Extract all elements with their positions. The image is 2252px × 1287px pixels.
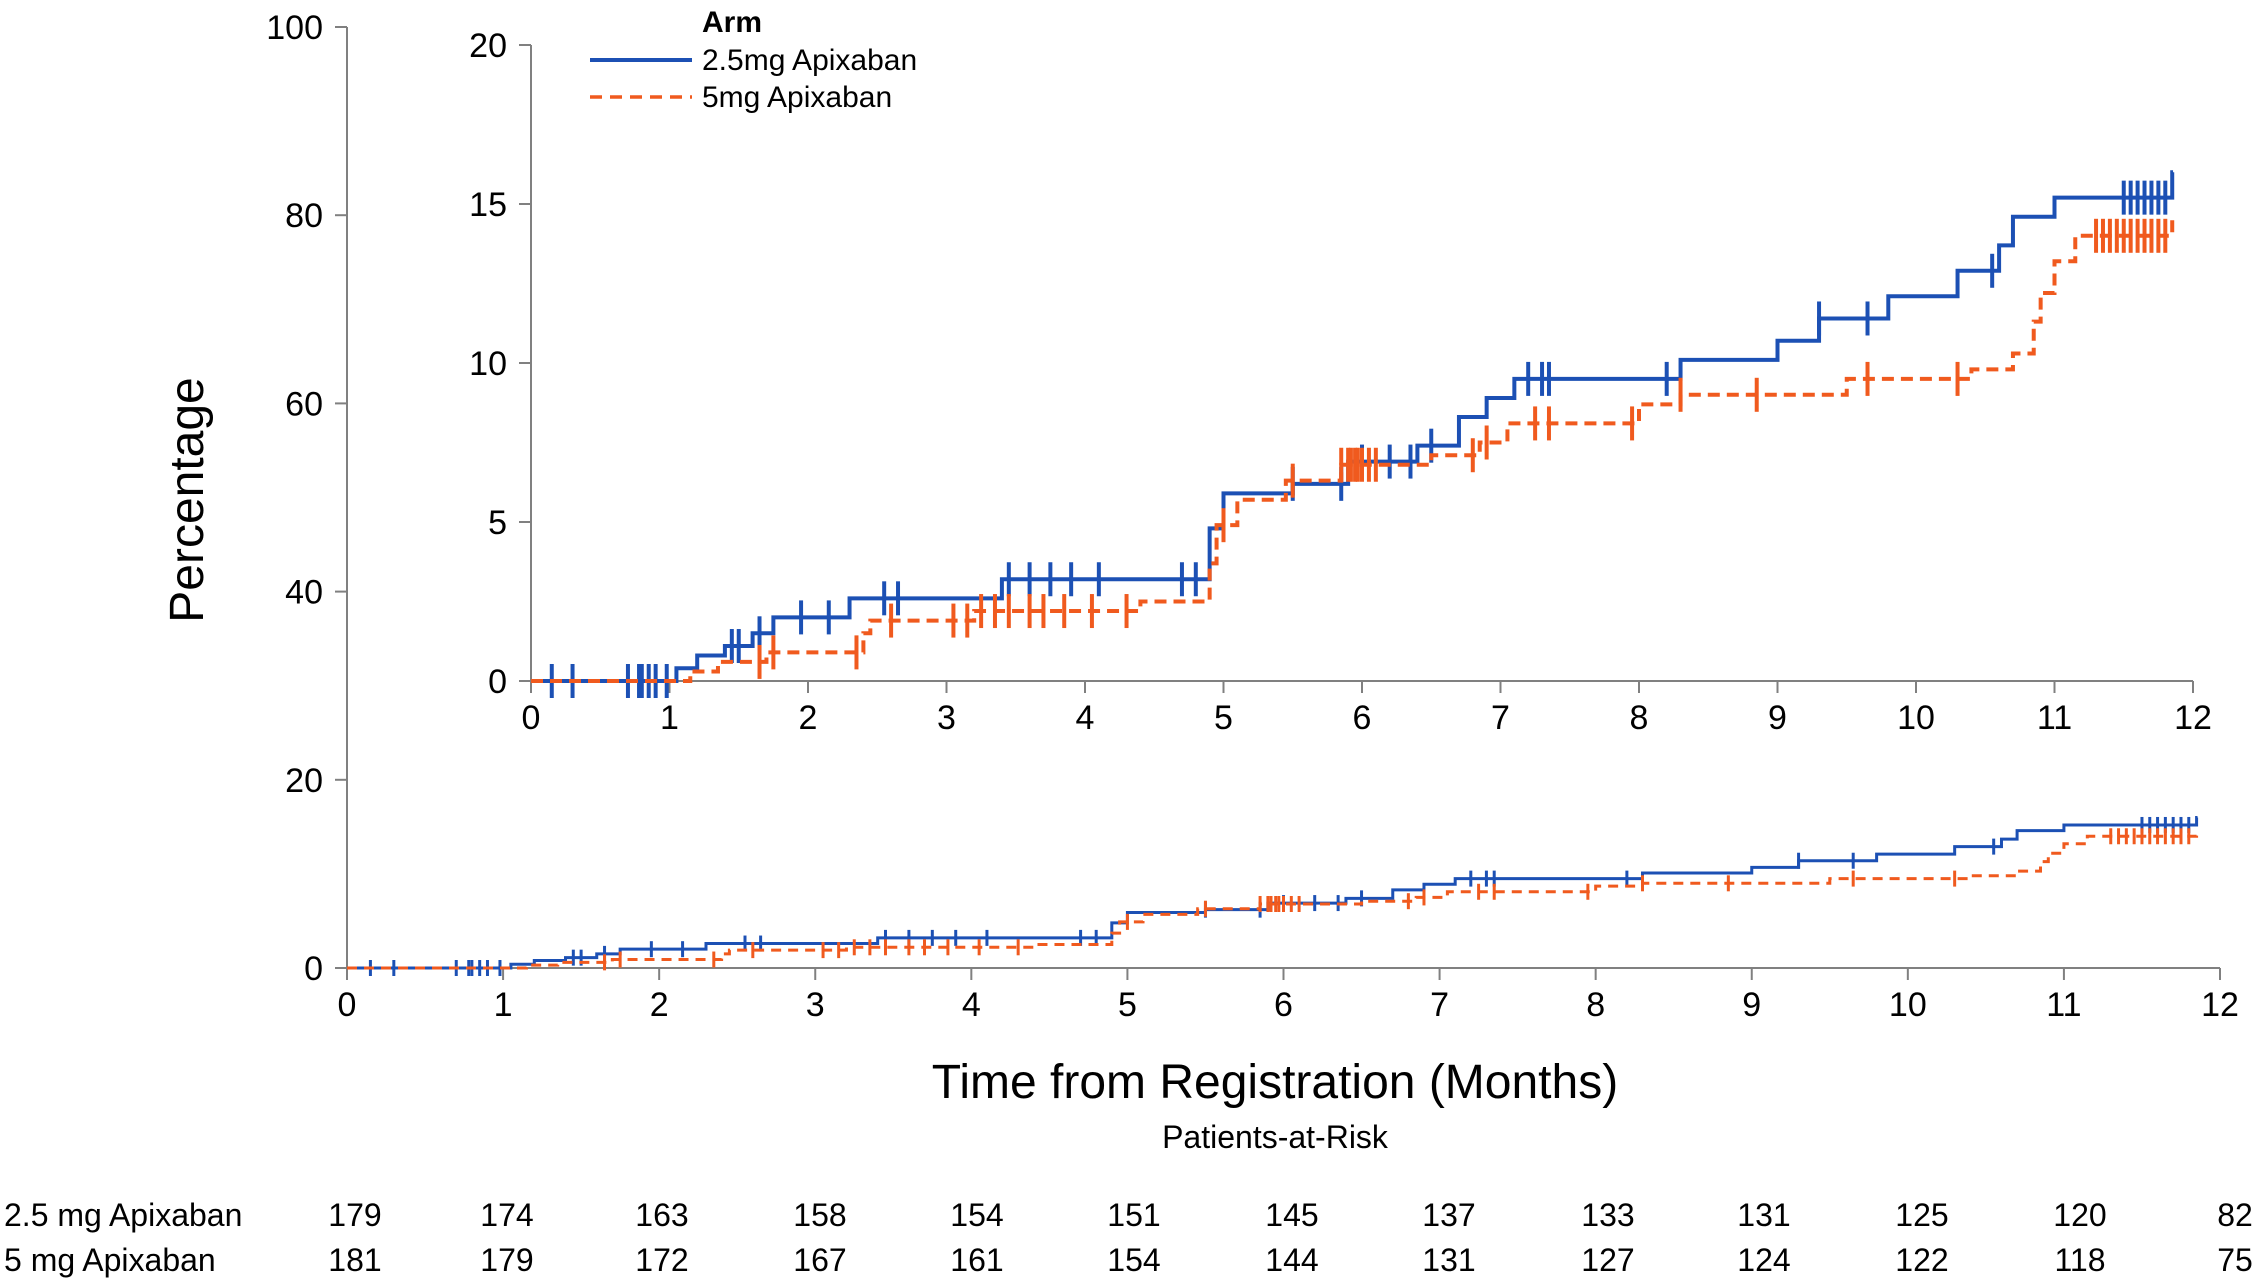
inset-x-tick-label: 12 (2174, 699, 2212, 737)
main-x-tick-label: 4 (962, 986, 981, 1024)
risk-value: 131 (1422, 1242, 1475, 1278)
legend: Arm 2.5mg Apixaban 5mg Apixaban (590, 6, 917, 114)
inset-x-tick-label: 10 (1897, 699, 1935, 737)
risk-value: 75 (2217, 1242, 2252, 1278)
main-y-tick-label: 100 (266, 9, 323, 47)
inset-x-tick-label: 7 (1491, 699, 1510, 737)
risk-row-label: 2.5 mg Apixaban (4, 1197, 242, 1233)
inset-x-tick-label: 0 (522, 699, 541, 737)
x-axis-label: Time from Registration (Months) (932, 1056, 1618, 1109)
main-x-tick-label: 11 (2046, 986, 2081, 1024)
main-x-tick-label: 0 (338, 986, 357, 1024)
risk-value: 118 (2054, 1242, 2105, 1278)
risk-value: 133 (1581, 1197, 1634, 1233)
main-x-tick-label: 5 (1118, 986, 1137, 1024)
risk-value: 82 (2217, 1197, 2252, 1233)
inset-series-2.5mg-line (531, 170, 2175, 683)
inset-x-tick-label: 5 (1214, 699, 1233, 737)
inset-y-tick-label: 0 (488, 663, 507, 701)
risk-value: 154 (950, 1197, 1003, 1233)
y-axis-label: Percentage (161, 377, 214, 623)
risk-value: 174 (480, 1197, 533, 1233)
inset-y-tick-label: 20 (469, 27, 507, 65)
inset-x-tick-label: 2 (799, 699, 818, 737)
main-y-tick-label: 60 (285, 385, 323, 423)
risk-value: 125 (1895, 1197, 1948, 1233)
risk-value: 120 (2053, 1197, 2106, 1233)
main-x-tick-label: 7 (1430, 986, 1449, 1024)
main-series-2.5mg-line (347, 815, 2199, 970)
main-series-5mg-line (347, 829, 2199, 970)
inset-x-tick-label: 11 (2037, 699, 2072, 737)
risk-value: 144 (1265, 1242, 1318, 1278)
legend-item-5mg: 5mg Apixaban (702, 81, 892, 114)
risk-value: 167 (793, 1242, 846, 1278)
risk-value: 161 (950, 1242, 1003, 1278)
main-x-tick-label: 2 (650, 986, 669, 1024)
risk-value: 151 (1107, 1197, 1160, 1233)
inset-x-tick-label: 1 (660, 699, 679, 737)
risk-value: 158 (793, 1197, 846, 1233)
risk-value: 154 (1107, 1242, 1160, 1278)
risk-table: 2.5 mg Apixaban 179 174 163 158 154 151 145 137 1… (4, 1197, 2252, 1278)
main-x-tick-label: 10 (1889, 986, 1927, 1024)
main-y-tick-label: 20 (285, 762, 323, 800)
risk-value: 145 (1265, 1197, 1318, 1233)
inset-y-tick-label: 10 (469, 345, 507, 383)
main-x-tick-label: 3 (806, 986, 825, 1024)
legend-item-2.5mg: 2.5mg Apixaban (702, 44, 917, 77)
risk-value: 179 (328, 1197, 381, 1233)
main-x-tick-label: 12 (2201, 986, 2239, 1024)
main-y-tick-label: 0 (304, 950, 323, 988)
risk-value: 172 (635, 1242, 688, 1278)
inset-x-tick-label: 8 (1630, 699, 1649, 737)
inset-x-tick-label: 3 (937, 699, 956, 737)
main-y-tick-label: 80 (285, 197, 323, 235)
risk-value: 163 (635, 1197, 688, 1233)
risk-value: 124 (1737, 1242, 1790, 1278)
main-x-tick-label: 1 (494, 986, 513, 1024)
inset-x-tick-label: 9 (1768, 699, 1787, 737)
risk-row-label: 5 mg Apixaban (4, 1242, 216, 1278)
inset-series-5mg-line (531, 214, 2175, 683)
main-x-tick-label: 6 (1274, 986, 1293, 1024)
risk-value: 127 (1581, 1242, 1634, 1278)
inset-y-tick-label: 5 (488, 504, 507, 542)
main-y-tick-label: 40 (285, 574, 323, 612)
risk-value: 181 (328, 1242, 381, 1278)
risk-value: 137 (1422, 1197, 1475, 1233)
main-x-tick-label: 8 (1586, 986, 1605, 1024)
inset-x-tick-label: 6 (1353, 699, 1372, 737)
risk-value: 131 (1737, 1197, 1790, 1233)
inset-y-tick-label: 15 (469, 186, 507, 224)
risk-value: 179 (480, 1242, 533, 1278)
main-x-tick-label: 9 (1742, 986, 1761, 1024)
risk-table-title: Patients-at-Risk (1162, 1119, 1389, 1155)
inset-x-tick-label: 4 (1076, 699, 1095, 737)
risk-value: 122 (1895, 1242, 1948, 1278)
legend-title: Arm (702, 6, 762, 39)
